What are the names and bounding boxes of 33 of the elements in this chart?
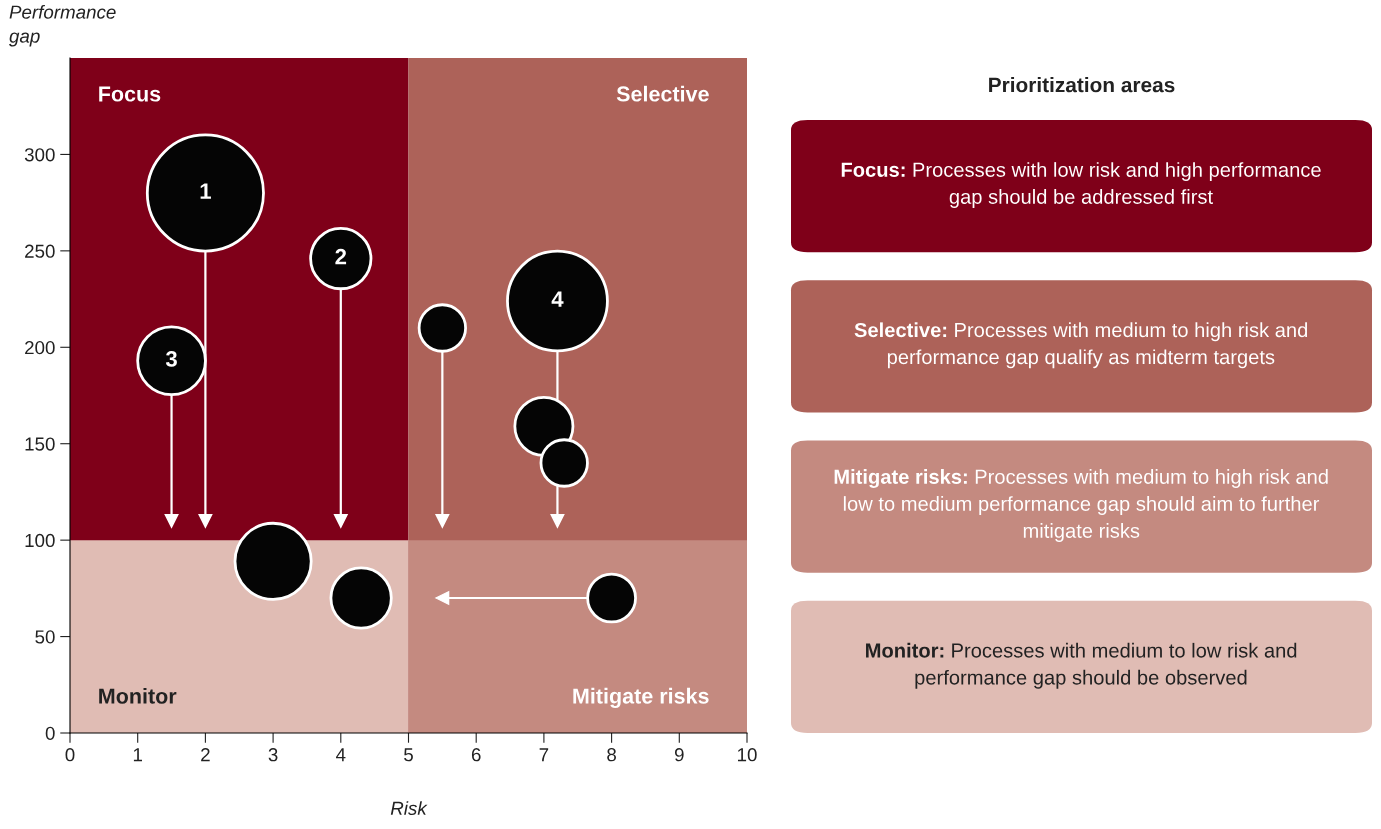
text: Prioritization areas [989, 77, 1175, 93]
y-tick-label: 200 [25, 340, 55, 355]
annotation: 4 [551, 291, 564, 307]
x-tick-label: 6 [471, 748, 481, 762]
x-tick-label: 9 [674, 748, 684, 762]
x-tick-label: 2 [201, 748, 210, 762]
series-label: Mitigate risks [573, 687, 709, 708]
x-tick-label: 7 [539, 748, 549, 762]
y-tick-label: 300 [24, 148, 55, 162]
x-tick-label: 8 [607, 748, 616, 762]
x-tick-label: 10 [738, 748, 757, 762]
y-tick-label: 0 [45, 726, 55, 740]
annotation: 3 [165, 351, 177, 367]
text: Mitigate risks: Processes with medium to high risk and low to medium performance gap should aim to further mitigate risks [834, 469, 1328, 542]
x-tick-label: 3 [268, 748, 278, 762]
y-axis-title: Performance gap [9, 5, 116, 47]
y-tick-label: 250 [25, 244, 55, 258]
x-tick-label: 0 [65, 748, 75, 762]
x-axis-title: Risk [390, 801, 428, 815]
series-label: Selective [616, 85, 709, 102]
x-tick-label: 4 [336, 748, 346, 762]
y-tick-label: 50 [35, 630, 55, 644]
x-tick-label: 5 [404, 748, 413, 762]
text: Monitor: Processes with medium to low risk and performance gap should be observed [866, 642, 1297, 689]
text: Focus: Processes with low risk and high performance gap should be addressed first [841, 162, 1321, 208]
x-tick-label: 1 [133, 748, 142, 762]
text: Selective: Processes with medium to high risk and performance gap qualify as midterm targets [854, 322, 1308, 369]
annotation: 2 [335, 248, 347, 265]
annotation: 1 [200, 183, 211, 199]
series-label: Monitor [99, 687, 177, 704]
series-label: Focus [99, 86, 161, 102]
y-tick-label: 150 [25, 437, 55, 451]
y-tick-label: 100 [25, 533, 55, 548]
